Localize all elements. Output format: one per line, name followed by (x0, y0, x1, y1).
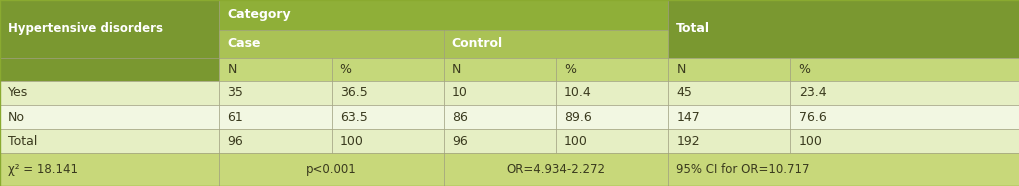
Bar (219, 153, 443, 186)
Text: 76.6: 76.6 (798, 111, 825, 124)
Bar (0, 81, 219, 105)
Bar (331, 105, 443, 129)
Text: 45: 45 (676, 86, 692, 100)
Text: 96: 96 (227, 135, 243, 148)
Text: p<0.001: p<0.001 (306, 163, 357, 176)
Text: 35: 35 (227, 86, 244, 100)
Bar (790, 129, 1019, 153)
Bar (667, 153, 1019, 186)
Bar (443, 30, 667, 58)
Bar (219, 129, 331, 153)
Text: 100: 100 (564, 135, 587, 148)
Text: 100: 100 (339, 135, 363, 148)
Bar (331, 58, 443, 81)
Bar (443, 105, 555, 129)
Bar (443, 81, 555, 105)
Bar (667, 81, 790, 105)
Text: 23.4: 23.4 (798, 86, 825, 100)
Text: 61: 61 (227, 111, 243, 124)
Text: χ² = 18.141: χ² = 18.141 (8, 163, 78, 176)
Bar (219, 81, 331, 105)
Bar (790, 105, 1019, 129)
Bar (331, 81, 443, 105)
Text: OR=4.934-2.272: OR=4.934-2.272 (505, 163, 605, 176)
Text: 96: 96 (451, 135, 467, 148)
Bar (219, 58, 331, 81)
Bar (555, 58, 667, 81)
Bar (219, 0, 667, 30)
Text: %: % (564, 63, 576, 76)
Bar (443, 58, 555, 81)
Text: 86: 86 (451, 111, 468, 124)
Bar (443, 153, 667, 186)
Text: 10: 10 (451, 86, 468, 100)
Bar (0, 153, 219, 186)
Bar (0, 0, 219, 58)
Text: 36.5: 36.5 (339, 86, 367, 100)
Text: 100: 100 (798, 135, 821, 148)
Text: 192: 192 (676, 135, 699, 148)
Text: Case: Case (227, 37, 261, 50)
Text: No: No (8, 111, 25, 124)
Bar (0, 58, 219, 81)
Bar (555, 105, 667, 129)
Text: %: % (339, 63, 352, 76)
Bar (555, 129, 667, 153)
Bar (0, 129, 219, 153)
Text: Total: Total (8, 135, 38, 148)
Text: 95% CI for OR=10.717: 95% CI for OR=10.717 (676, 163, 809, 176)
Bar (443, 129, 555, 153)
Text: 63.5: 63.5 (339, 111, 367, 124)
Bar (667, 0, 1019, 58)
Bar (219, 105, 331, 129)
Bar (0, 105, 219, 129)
Bar (331, 129, 443, 153)
Text: Category: Category (227, 8, 290, 21)
Bar (790, 58, 1019, 81)
Text: %: % (798, 63, 810, 76)
Text: N: N (227, 63, 236, 76)
Bar (667, 129, 790, 153)
Text: Hypertensive disorders: Hypertensive disorders (8, 22, 163, 35)
Text: Total: Total (676, 22, 709, 35)
Text: N: N (676, 63, 685, 76)
Bar (219, 30, 443, 58)
Text: 147: 147 (676, 111, 699, 124)
Bar (555, 81, 667, 105)
Text: 10.4: 10.4 (564, 86, 591, 100)
Bar (667, 58, 790, 81)
Text: Yes: Yes (8, 86, 29, 100)
Text: N: N (451, 63, 461, 76)
Bar (667, 105, 790, 129)
Bar (790, 81, 1019, 105)
Text: Control: Control (451, 37, 502, 50)
Text: 89.6: 89.6 (564, 111, 591, 124)
